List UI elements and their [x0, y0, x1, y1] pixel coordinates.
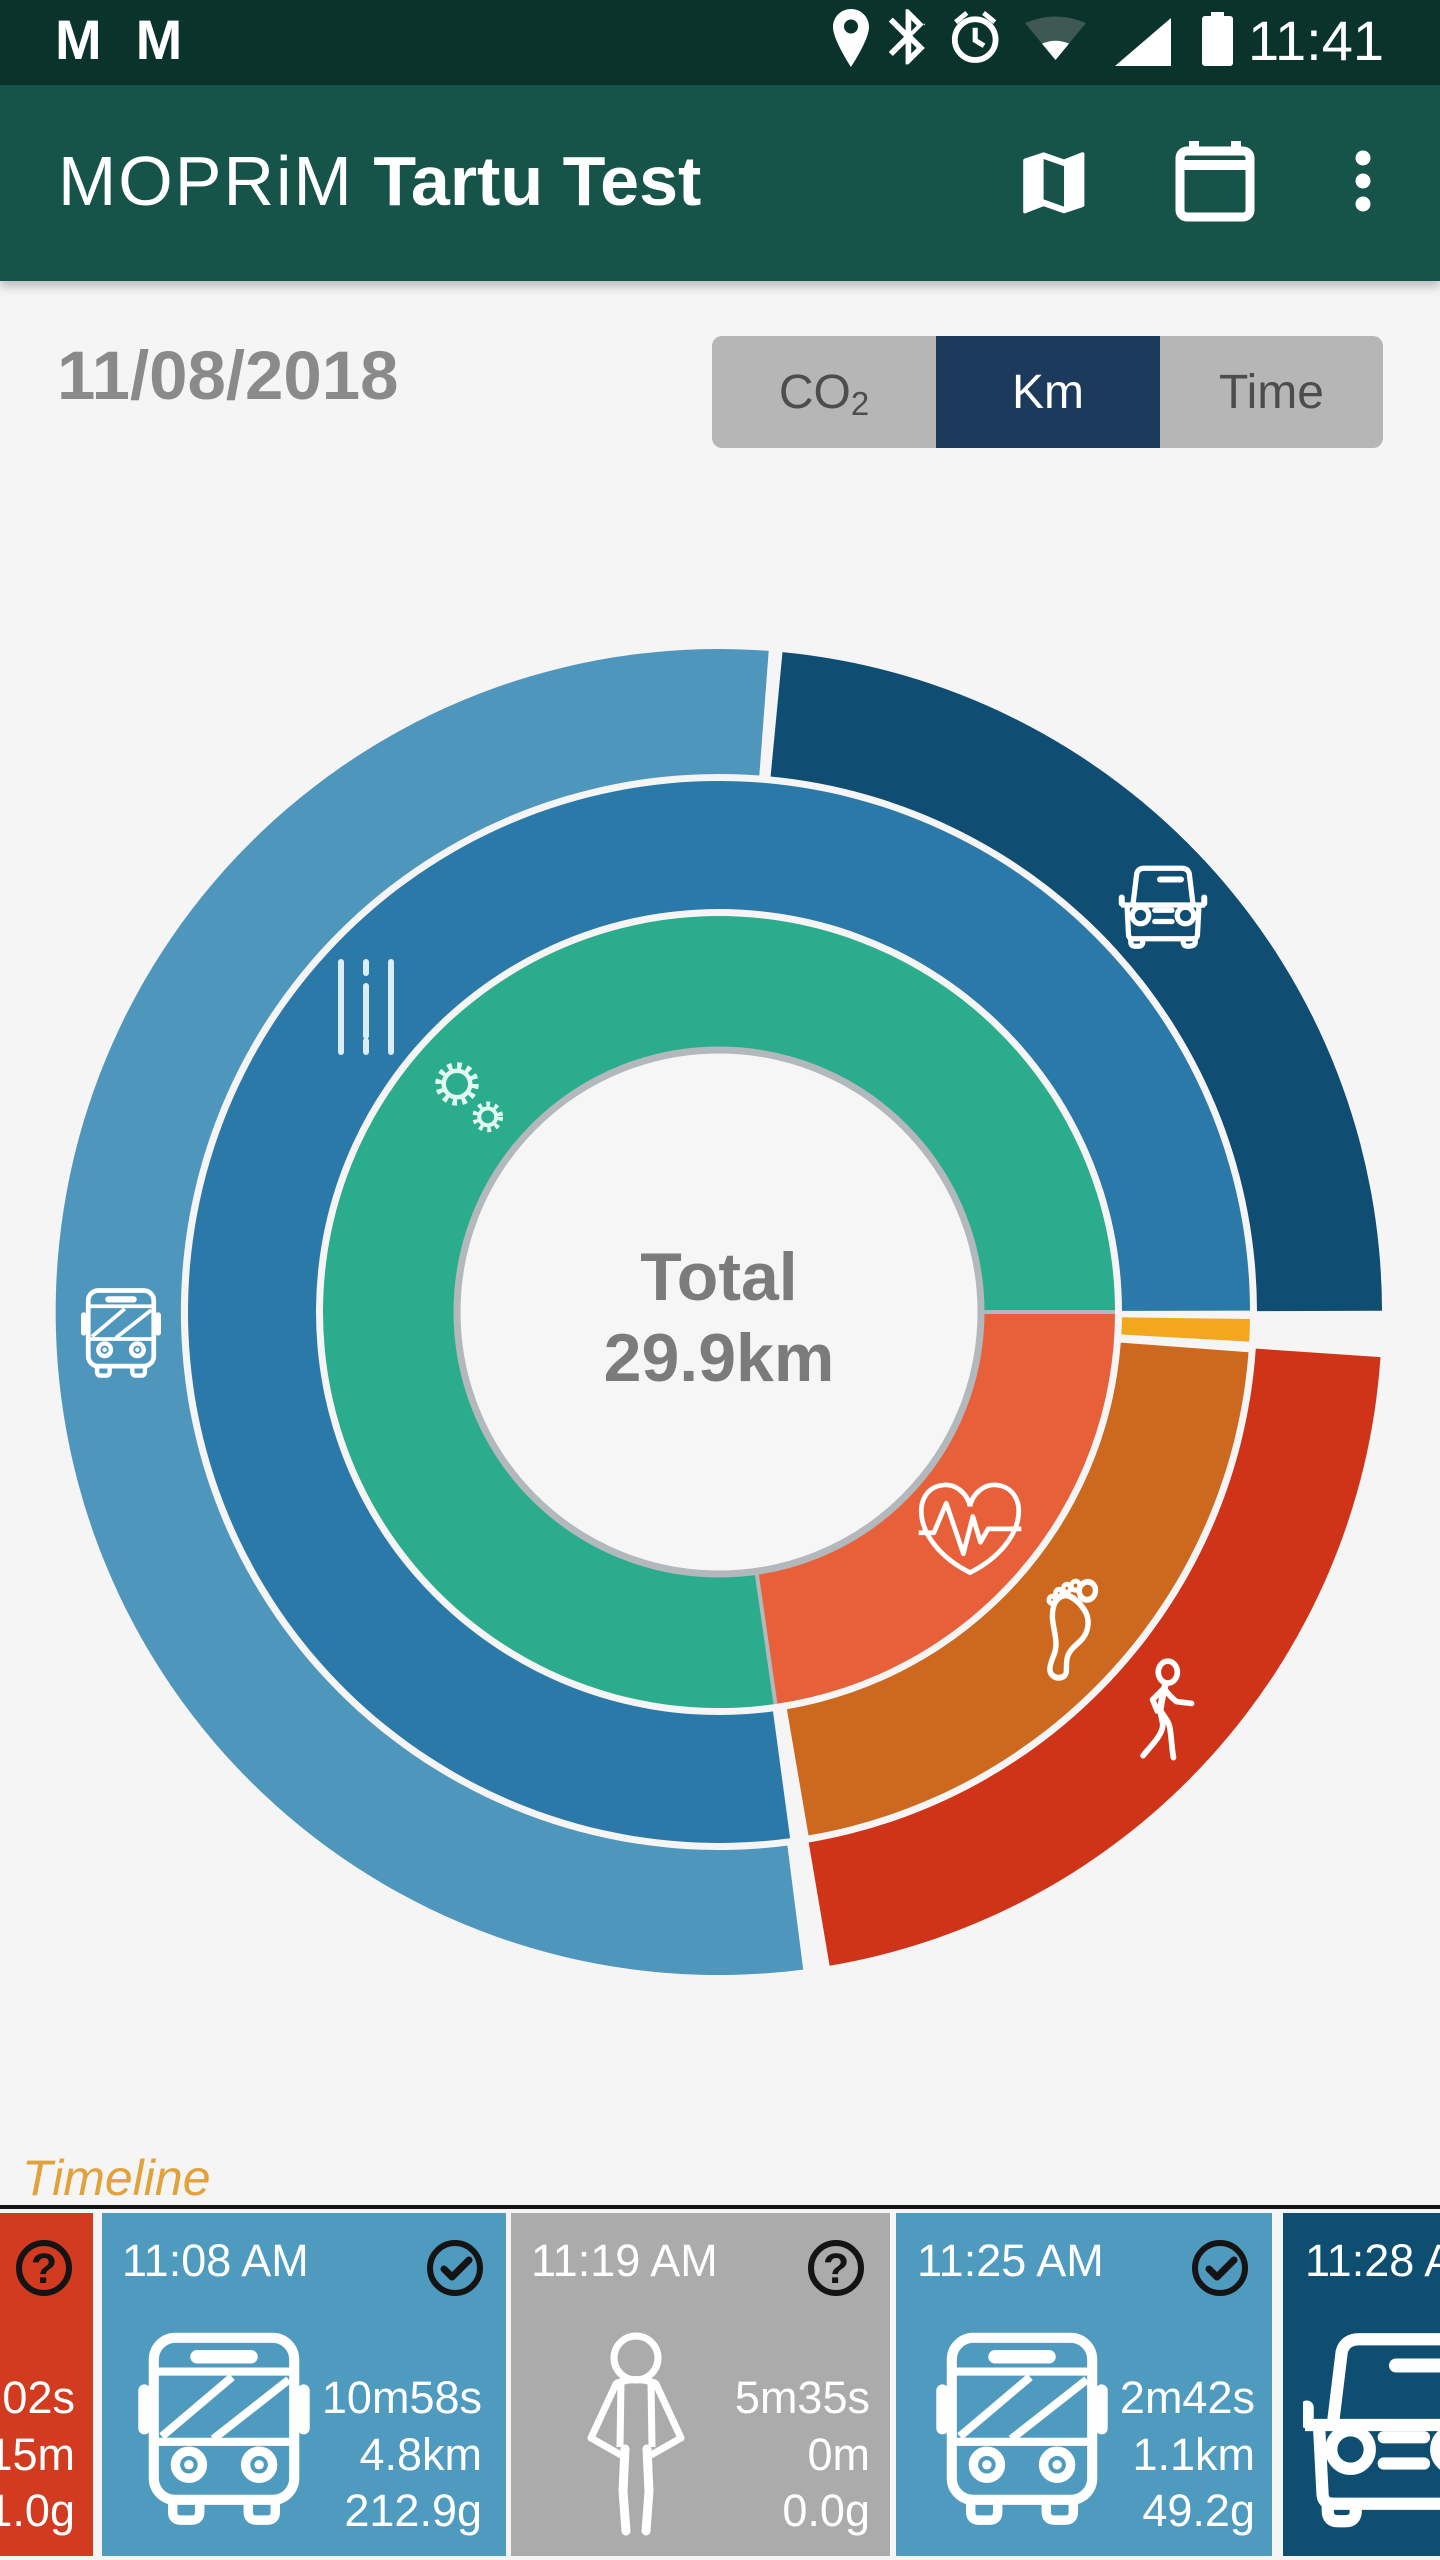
svg-text:Total: Total — [640, 1239, 797, 1315]
svg-text:?: ? — [31, 2245, 57, 2293]
svg-text:?: ? — [823, 2245, 849, 2293]
svg-text:29.9km: 29.9km — [604, 1320, 835, 1396]
